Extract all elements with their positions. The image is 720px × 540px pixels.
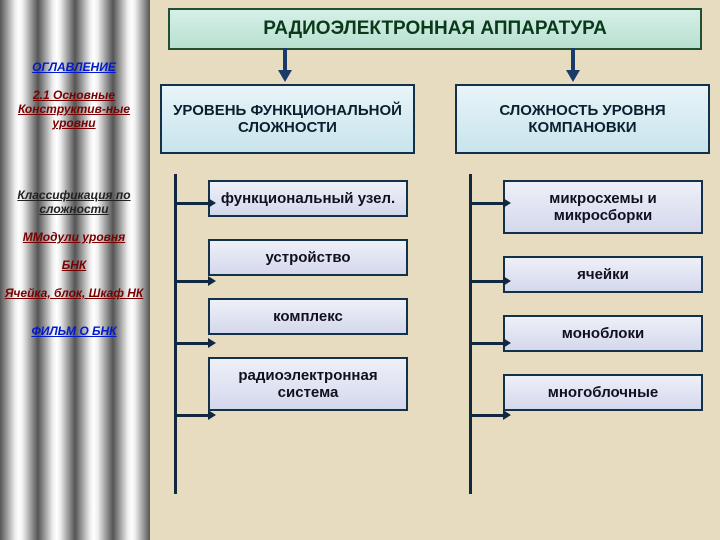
left-item-0: функциональный узел. [208,180,408,217]
nav-bnk[interactable]: БНК [4,258,144,272]
right-item-3: многоблочные [503,374,703,411]
right-column-header: СЛОЖНОСТЬ УРОВНЯ КОМПАНОВКИ [455,84,710,154]
sidebar-nav: ОГЛАВЛЕНИЕ 2.1 Основные Конструктив-ные … [4,60,144,352]
branch-connector [174,202,208,205]
left-column: УРОВЕНЬ ФУНКЦИОНАЛЬНОЙ СЛОЖНОСТИ функцио… [160,84,415,411]
nav-contents[interactable]: ОГЛАВЛЕНИЕ [4,60,144,74]
right-item-1: ячейки [503,256,703,293]
nav-current-page: Классификация по сложности [4,188,144,216]
arrow-title-to-left [280,48,290,82]
nav-modules[interactable]: ММодули уровня [4,230,144,244]
nav-section-main[interactable]: 2.1 Основные Конструктив-ные уровни [4,88,144,130]
right-item-0: микросхемы и микросборки [503,180,703,234]
branch-connector [174,280,208,283]
arrow-title-to-right [568,48,578,82]
branch-connector [469,342,503,345]
left-column-header: УРОВЕНЬ ФУНКЦИОНАЛЬНОЙ СЛОЖНОСТИ [160,84,415,154]
right-item-2: моноблоки [503,315,703,352]
branch-connector [174,414,208,417]
right-column: СЛОЖНОСТЬ УРОВНЯ КОМПАНОВКИ микросхемы и… [455,84,710,411]
diagram-title: РАДИОЭЛЕКТРОННАЯ АППАРАТУРА [168,8,702,50]
diagram-main: РАДИОЭЛЕКТРОННАЯ АППАРАТУРА УРОВЕНЬ ФУНК… [160,8,710,411]
left-spine [174,174,177,494]
branch-connector [174,342,208,345]
branch-connector [469,280,503,283]
branch-connector [469,414,503,417]
nav-film[interactable]: ФИЛЬМ О БНК [4,324,144,338]
left-item-1: устройство [208,239,408,276]
right-items: микросхемы и микросборки ячейки моноблок… [503,180,710,411]
left-items: функциональный узел. устройство комплекс… [208,180,415,411]
nav-cell-block[interactable]: Ячейка, блок, Шкаф НК [4,286,144,300]
left-item-2: комплекс [208,298,408,335]
left-item-3: радиоэлектронная система [208,357,408,411]
branch-connector [469,202,503,205]
right-spine [469,174,472,494]
